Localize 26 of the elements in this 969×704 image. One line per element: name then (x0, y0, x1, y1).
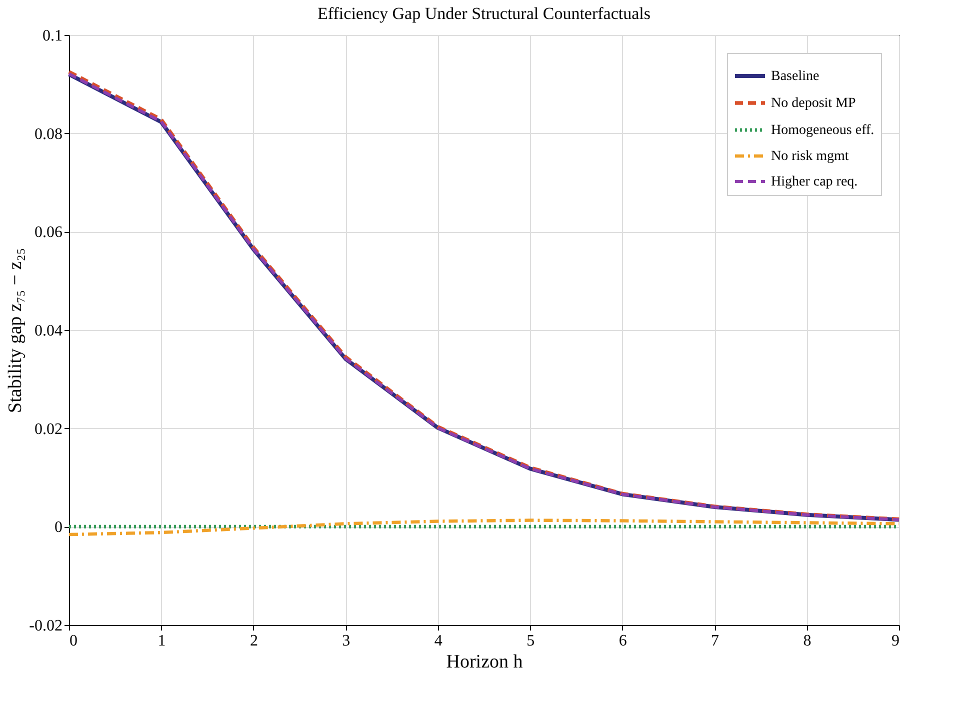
x-tick-label: 0 (70, 632, 78, 650)
x-tick-label: 7 (711, 632, 720, 650)
y-tick-label: 0.1 (42, 28, 62, 44)
legend-label: Homogeneous eff. (771, 123, 874, 138)
legend-label: No deposit MP (771, 96, 856, 111)
y-tick-label: 0.02 (34, 420, 62, 438)
x-tick-label: 6 (618, 632, 627, 650)
y-tick-label: 0.06 (34, 224, 62, 242)
y-axis-title: Stability gap z₇₅ − z₂₅ (5, 248, 26, 413)
y-tick-label: 0 (54, 519, 62, 536)
legend-label: Higher cap req. (771, 174, 858, 190)
x-axis-title: Horizon h (446, 652, 524, 672)
x-tick-label: 5 (526, 632, 535, 650)
y-tick-label: 0.04 (34, 322, 62, 340)
line-series (67, 518, 901, 536)
y-tick-label: -0.02 (29, 618, 62, 634)
x-tick-label: 9 (892, 632, 900, 650)
x-tick-label: 1 (158, 632, 166, 650)
x-tick-label: 3 (342, 632, 350, 650)
chart-title: Efficiency Gap Under Structural Counterfactuals (318, 4, 650, 23)
y-tick-label: 0.08 (34, 126, 62, 143)
legend-label: Baseline (771, 69, 820, 84)
x-tick-label: 2 (250, 632, 258, 650)
legend-label: No risk mgmt (771, 149, 849, 164)
x-tick-label: 4 (434, 632, 442, 650)
x-tick-label: 8 (803, 632, 812, 650)
